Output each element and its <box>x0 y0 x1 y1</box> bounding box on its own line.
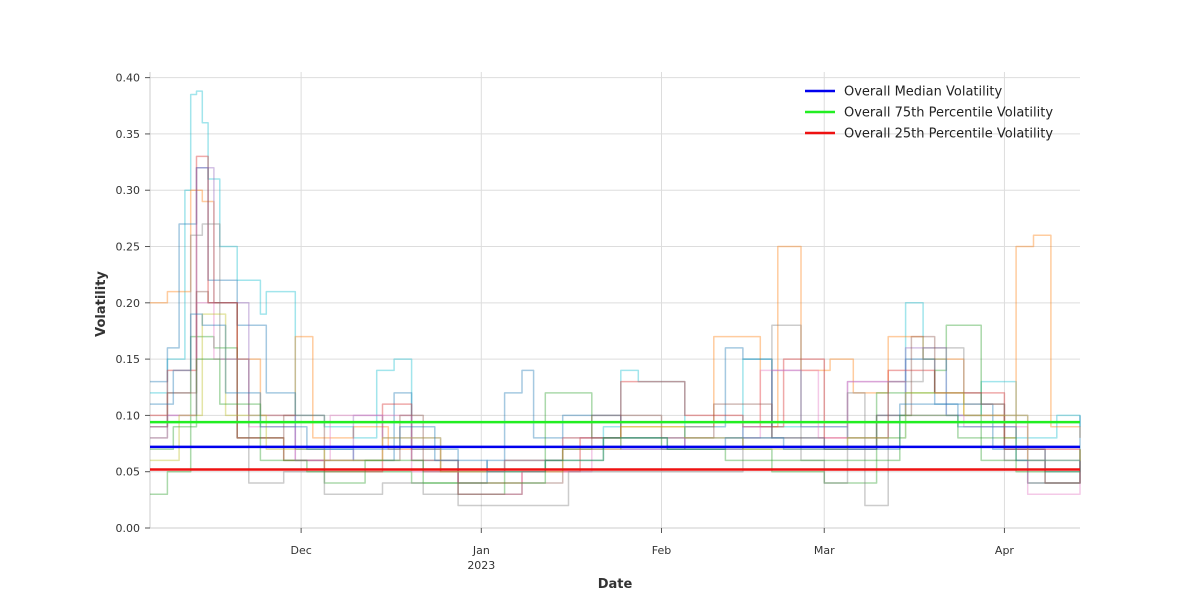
y-tick-label: 0.25 <box>116 241 141 254</box>
chart-legend: Overall Median Volatility Overall 75th Pe… <box>805 85 1053 142</box>
y-tick-label: 0.10 <box>116 409 141 422</box>
volatility-series-line-8 <box>150 223 1081 507</box>
x-tick-label: Apr <box>995 544 1015 557</box>
y-tick-label: 0.30 <box>116 184 141 197</box>
legend-label: Overall 75th Percentile Volatility <box>844 106 1053 121</box>
x-tick-label: Feb <box>652 544 671 557</box>
volatility-series-line-1 <box>150 90 1081 473</box>
volatility-series-line-9 <box>150 290 1081 495</box>
y-axis-title: Volatility <box>94 271 109 337</box>
volatility-series-line-12 <box>150 358 1080 484</box>
x-tick-year-label: 2023 <box>467 559 495 572</box>
y-tick-label: 0.15 <box>116 353 141 366</box>
volatility-series-line-5 <box>150 155 1080 484</box>
legend-label: Overall Median Volatility <box>844 85 1002 100</box>
x-tick-label: Jan <box>472 544 490 557</box>
y-tick-label: 0.20 <box>116 297 141 310</box>
volatility-series-line-7 <box>150 302 1081 495</box>
volatility-series-line-4 <box>150 324 1081 495</box>
y-axis-ticks: 0.00 0.05 0.10 0.15 0.20 0.25 0.30 0.35 0.40 <box>116 72 150 535</box>
volatility-series-line-3 <box>150 166 1081 484</box>
volatility-series-line-11 <box>150 313 1080 473</box>
chart-grid <box>149 72 1080 529</box>
x-axis-ticks: Dec Jan 2023 Feb Mar Apr <box>290 528 1014 572</box>
x-tick-label: Dec <box>290 544 311 557</box>
x-tick-label: Mar <box>814 544 835 557</box>
y-tick-label: 0.35 <box>116 128 141 141</box>
y-tick-label: 0.05 <box>116 466 141 479</box>
volatility-series-line-6 <box>150 166 1081 484</box>
legend-label: Overall 25th Percentile Volatility <box>844 127 1053 142</box>
y-tick-label: 0.40 <box>116 72 141 85</box>
volatility-series-line-10 <box>150 313 1081 473</box>
volatility-series-line-2 <box>150 189 1081 473</box>
x-axis-title: Date <box>598 577 633 592</box>
y-tick-label: 0.00 <box>116 522 141 535</box>
reference-lines <box>150 420 1080 471</box>
volatility-series-lines <box>150 90 1081 507</box>
